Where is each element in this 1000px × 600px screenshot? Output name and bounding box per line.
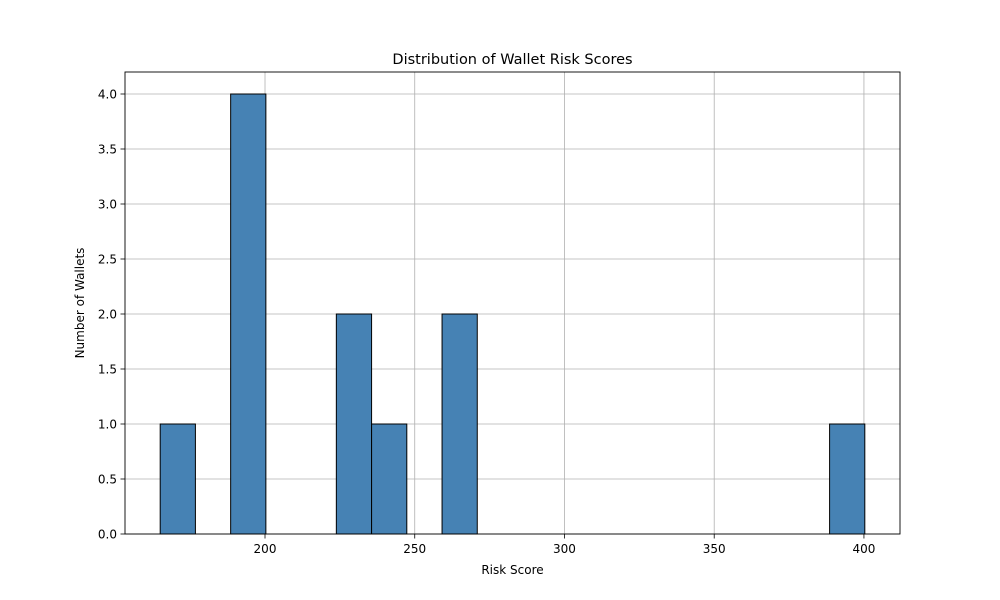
y-tick-label: 1.5 (98, 362, 117, 376)
y-axis-ticks: 0.0 0.5 1.0 1.5 2.0 2.5 3.0 3.5 4.0 (98, 87, 125, 541)
x-tick-label: 250 (403, 542, 426, 556)
x-tick-label: 400 (852, 542, 875, 556)
histogram-bar (371, 423, 408, 535)
x-tick-label: 350 (703, 542, 726, 556)
histogram-bar (335, 313, 373, 535)
y-tick-label: 1.0 (98, 417, 117, 431)
x-axis-ticks: 200 250 300 350 400 (254, 534, 875, 556)
histogram-bar (441, 313, 478, 535)
x-axis-label: Risk Score (481, 563, 543, 577)
y-axis-label: Number of Wallets (73, 248, 87, 359)
x-tick-label: 300 (553, 542, 576, 556)
y-tick-label: 0.5 (98, 472, 117, 486)
y-tick-label: 2.5 (98, 252, 117, 266)
histogram-bar (829, 423, 866, 535)
y-tick-label: 4.0 (98, 87, 117, 101)
y-tick-label: 3.0 (98, 197, 117, 211)
y-tick-label: 0.0 (98, 527, 117, 541)
chart-title: Distribution of Wallet Risk Scores (392, 52, 632, 68)
y-tick-label: 2.0 (98, 307, 117, 321)
histogram-bar (159, 423, 196, 535)
y-tick-label: 3.5 (98, 142, 117, 156)
plot-frame (124, 71, 901, 535)
bar-group (159, 93, 866, 535)
x-tick-label: 200 (254, 542, 277, 556)
histogram-bar (230, 93, 267, 535)
